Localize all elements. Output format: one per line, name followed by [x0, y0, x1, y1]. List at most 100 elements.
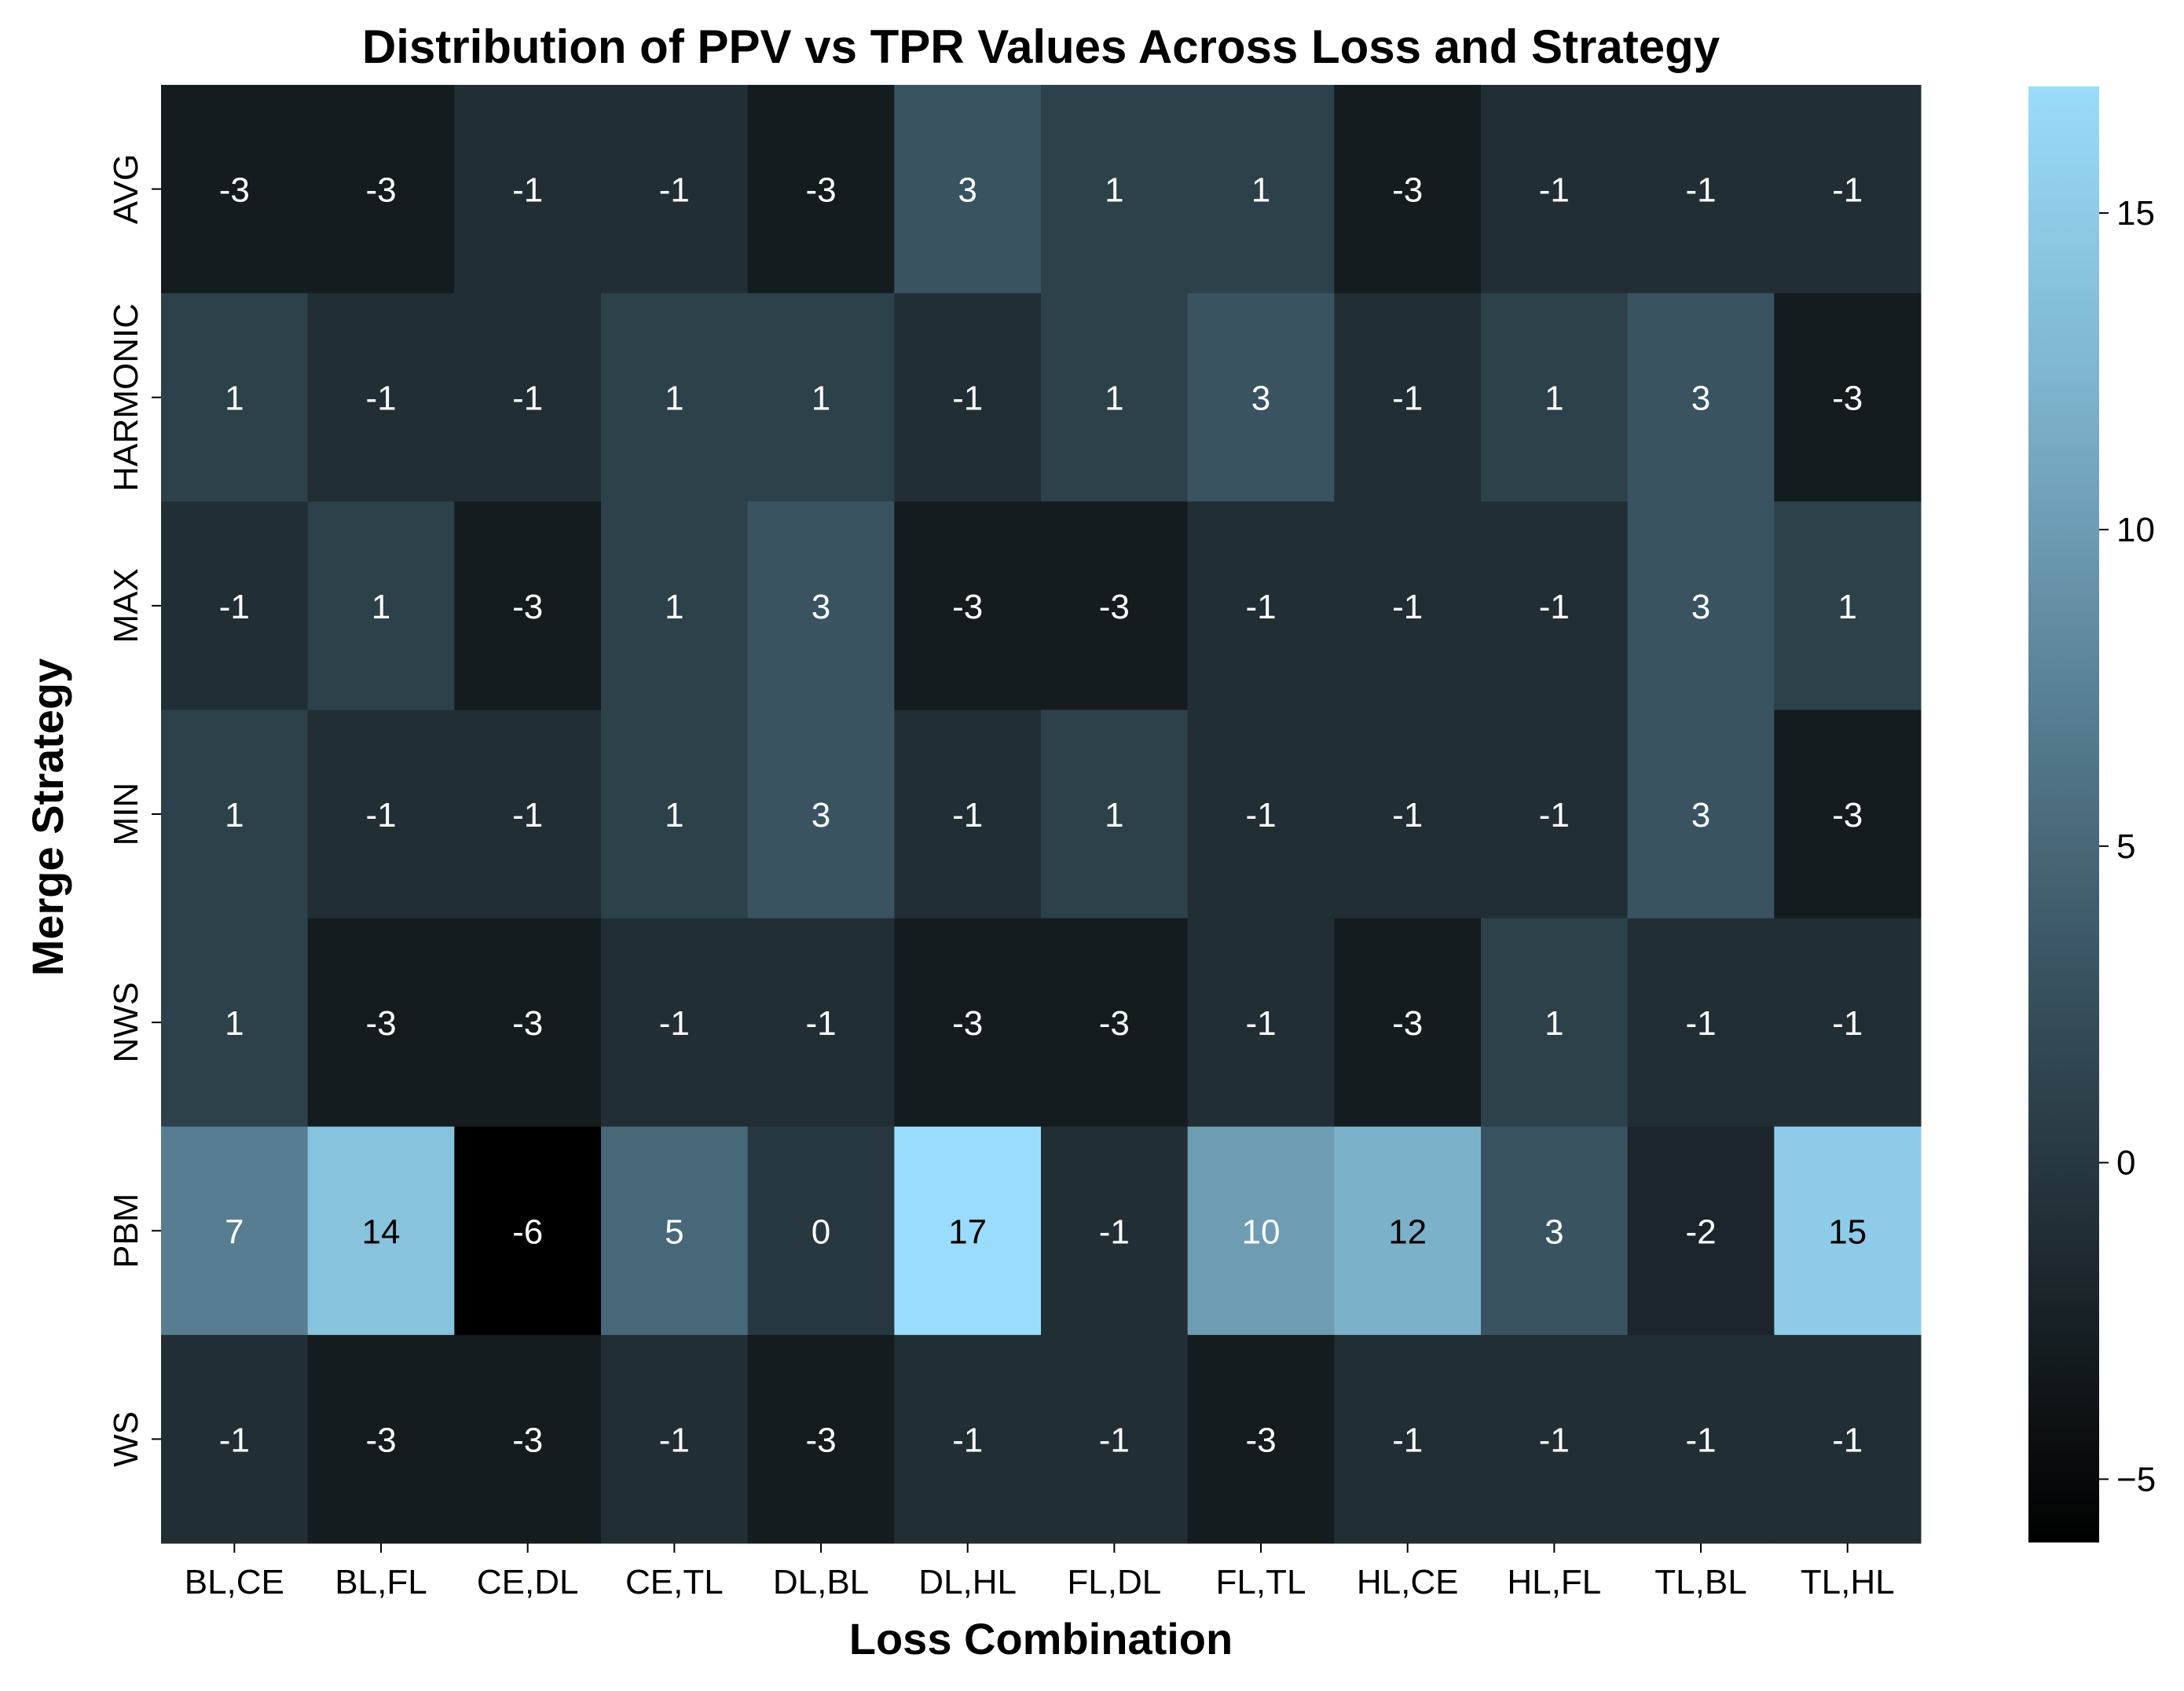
- cell-value-label: -1: [1685, 1421, 1716, 1459]
- heatmap-cell: [454, 710, 602, 919]
- cell-value-label: -1: [1099, 1212, 1130, 1251]
- cell-value-label: -1: [1099, 1421, 1130, 1459]
- colorbar-tick-label: −5: [2116, 1460, 2156, 1498]
- heatmap-cell: [601, 293, 749, 502]
- cell-value-label: 1: [1105, 171, 1123, 210]
- heatmap-cell: [1627, 710, 1775, 919]
- cell-value-label: 14: [362, 1212, 401, 1251]
- x-tick-label: CE,TL: [625, 1563, 724, 1601]
- x-axis-ticks: BL,CE BL,FL CE,DL CE,TL DL,BL DL,HL FL,DL FL,TL…: [185, 1543, 1895, 1601]
- heatmap-cell: [1481, 1126, 1629, 1336]
- cell-value-label: -2: [1685, 1212, 1716, 1251]
- cell-value-label: -3: [1245, 1421, 1276, 1459]
- cell-value-label: -3: [1099, 1004, 1130, 1043]
- cell-value-label: 15: [1828, 1212, 1867, 1251]
- heatmap-cell: [1187, 918, 1335, 1128]
- cell-value-label: -3: [1832, 796, 1863, 834]
- y-tick-label: AVG: [107, 154, 145, 225]
- heatmap-cell: [454, 293, 602, 502]
- heatmap-cell: [894, 501, 1042, 710]
- heatmap-cell: [601, 918, 749, 1128]
- cell-value-label: -1: [1539, 796, 1570, 834]
- heatmap-cell: [161, 1126, 309, 1336]
- cell-value-label: 3: [958, 171, 977, 210]
- heatmap-cell: [1187, 293, 1335, 502]
- colorbar: −5 0 5 10 15: [2028, 86, 2156, 1542]
- heatmap-cell: [307, 918, 455, 1128]
- heatmap-cell: [747, 1334, 895, 1544]
- cell-value-label: -1: [1539, 1421, 1570, 1459]
- cell-value-label: 1: [225, 796, 244, 834]
- y-tick-label: NWS: [107, 982, 145, 1063]
- cell-value-label: -1: [512, 380, 543, 418]
- cell-value-label: 3: [1545, 1212, 1563, 1251]
- heatmap-cell: [307, 1126, 455, 1336]
- cell-value-label: 12: [1388, 1212, 1427, 1251]
- colorbar-tick-label: 0: [2116, 1144, 2135, 1183]
- x-tick-label: DL,BL: [773, 1563, 869, 1601]
- heatmap-cell: [1481, 85, 1629, 294]
- cell-value-label: -3: [365, 1421, 396, 1459]
- cell-value-label: -1: [512, 171, 543, 210]
- heatmap-cell: [1481, 918, 1629, 1128]
- y-tick-label: HARMONIC: [107, 303, 145, 492]
- cell-value-label: -3: [805, 1421, 836, 1459]
- heatmap-cell: [1334, 293, 1482, 502]
- heatmap-cell: [161, 710, 309, 919]
- heatmap-cell: [1627, 1334, 1775, 1544]
- heatmap-cell: [894, 918, 1042, 1128]
- heatmap-cell: [1187, 85, 1335, 294]
- cell-value-label: -1: [1392, 380, 1423, 418]
- heatmap-cell: [1187, 1334, 1335, 1544]
- heatmap-cell: [601, 710, 749, 919]
- cell-value-label: 1: [812, 380, 830, 418]
- cell-value-label: 17: [948, 1212, 987, 1251]
- cell-value-label: -1: [1392, 796, 1423, 834]
- heatmap-cells: -3 -3 -1 -1 -3 3 1 1 -3 -1 -1 -1 1 -1 -1 1 1 -1 1 3 -1 1 3 -3 -1…: [161, 85, 1922, 1544]
- cell-value-label: -3: [1099, 588, 1130, 626]
- heatmap-cell: [1187, 501, 1335, 710]
- heatmap-cell: [1774, 710, 1922, 919]
- heatmap-cell: [1481, 293, 1629, 502]
- cell-value-label: -3: [365, 1004, 396, 1043]
- cell-value-label: 1: [225, 1004, 244, 1043]
- cell-value-label: 1: [1105, 380, 1123, 418]
- cell-value-label: 3: [1251, 380, 1270, 418]
- heatmap-cell: [1481, 501, 1629, 710]
- cell-value-label: -3: [952, 1004, 983, 1043]
- heatmap-cell: [894, 293, 1042, 502]
- heatmap-cell: [747, 918, 895, 1128]
- heatmap-cell: [601, 501, 749, 710]
- heatmap-cell: [161, 918, 309, 1128]
- cell-value-label: 1: [1251, 171, 1270, 210]
- cell-value-label: -3: [1832, 380, 1863, 418]
- heatmap-cell: [1774, 85, 1922, 294]
- cell-value-label: -1: [952, 1421, 983, 1459]
- heatmap-cell: [1627, 1126, 1775, 1336]
- colorbar-tick-label: 5: [2116, 827, 2135, 866]
- heatmap-cell: [1187, 1126, 1335, 1336]
- cell-value-label: -3: [512, 1421, 543, 1459]
- heatmap-cell: [161, 1334, 309, 1544]
- x-tick-label: TL,HL: [1801, 1563, 1895, 1601]
- cell-value-label: -3: [1392, 171, 1423, 210]
- heatmap-cell: [1041, 918, 1189, 1128]
- heatmap-cell: [454, 85, 602, 294]
- cell-value-label: 1: [372, 588, 390, 626]
- heatmap-cell: [307, 710, 455, 919]
- cell-value-label: -1: [659, 1004, 690, 1043]
- cell-value-label: -1: [219, 1421, 250, 1459]
- cell-value-label: 1: [665, 796, 683, 834]
- cell-value-label: 1: [225, 380, 244, 418]
- cell-value-label: -1: [1245, 796, 1276, 834]
- x-tick-label: BL,FL: [335, 1563, 427, 1601]
- heatmap-cell: [1774, 918, 1922, 1128]
- heatmap-cell: [894, 1334, 1042, 1544]
- heatmap-cell: [1481, 1334, 1629, 1544]
- heatmap-cell: [894, 710, 1042, 919]
- cell-value-label: -3: [952, 588, 983, 626]
- cell-value-label: 1: [1105, 796, 1123, 834]
- cell-value-label: 0: [812, 1212, 830, 1251]
- heatmap-cell: [601, 1334, 749, 1544]
